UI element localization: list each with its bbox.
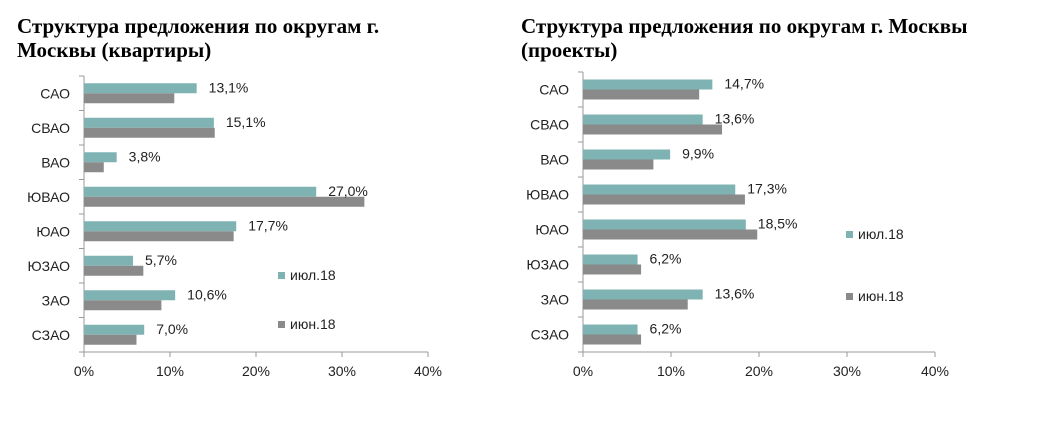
category-label: ЮАО <box>36 223 70 239</box>
category-label: СЗАО <box>531 327 569 343</box>
bar-jun <box>84 231 234 242</box>
data-label: 27,0% <box>328 183 368 199</box>
x-tick-label: 40% <box>414 363 442 379</box>
bar-jun <box>84 265 144 276</box>
bar-jun <box>583 299 688 310</box>
bar-jun <box>583 124 723 135</box>
legend-label: июн.18 <box>290 316 336 332</box>
bar-jul <box>84 152 117 163</box>
x-tick-label: 20% <box>745 363 773 379</box>
data-label: 15,1% <box>226 114 266 130</box>
bar-jun <box>583 264 642 275</box>
chart-title-line: Структура предложения по округам г. Моск… <box>521 14 968 38</box>
x-tick-label: 40% <box>921 363 949 379</box>
bar-jun <box>583 89 700 100</box>
chart-title: Структура предложения по округам г. Моск… <box>521 14 1042 62</box>
chart-panel-projects: Структура предложения по округам г. Моск… <box>521 0 1042 421</box>
category-label: ЮАО <box>535 222 569 238</box>
x-tick-label: 0% <box>573 363 593 379</box>
bar-jul <box>84 290 176 301</box>
x-tick-label: 30% <box>328 363 356 379</box>
bar-jul <box>583 79 713 90</box>
bar-jul <box>583 289 703 300</box>
bar-jul <box>583 114 703 125</box>
data-label: 17,7% <box>248 217 288 233</box>
data-label: 13,6% <box>715 111 755 127</box>
bar-jun <box>84 300 162 311</box>
bar-jul <box>84 117 214 128</box>
bar-jun <box>583 334 642 345</box>
legend-swatch <box>278 321 285 328</box>
category-label: ВАО <box>540 152 569 168</box>
chart-title-line: Москвы (квартиры) <box>17 38 212 62</box>
chart-panel-apartments: Структура предложения по округам г. Моск… <box>17 14 487 379</box>
category-label: САО <box>539 82 569 98</box>
bar-jul <box>583 324 638 335</box>
bar-jun <box>84 196 365 207</box>
bar-jun <box>84 93 175 104</box>
data-label: 13,6% <box>715 286 755 302</box>
data-label: 5,7% <box>145 252 177 268</box>
bar-jul <box>84 255 134 266</box>
chart-title: Структура предложения по округам г. Моск… <box>17 14 487 62</box>
bar-jul <box>84 221 237 232</box>
category-label: СВАО <box>31 120 70 136</box>
data-label: 3,8% <box>129 148 161 164</box>
category-label: СВАО <box>530 117 569 133</box>
bar-jul <box>583 149 671 160</box>
category-label: САО <box>40 85 70 101</box>
x-tick-label: 30% <box>833 363 861 379</box>
data-label: 18,5% <box>758 216 798 232</box>
category-label: ЮВАО <box>526 187 569 203</box>
x-tick-label: 0% <box>74 363 94 379</box>
bar-jun <box>583 229 758 240</box>
bar-jul <box>583 254 638 265</box>
bar-jun <box>583 194 745 205</box>
bar-jun <box>583 159 654 170</box>
bar-jul <box>84 83 197 94</box>
category-label: ЗАО <box>541 292 569 308</box>
bar-jun <box>84 162 104 173</box>
legend-swatch <box>278 272 285 279</box>
chart-title-line: Структура предложения по округам г. <box>17 14 380 38</box>
bar-jul <box>583 184 736 195</box>
chart-title-line: (проекты) <box>521 38 618 62</box>
bar-chart-apartments: 0% 10% 20% 30% 40% САО 13,1% СВАО 15,1% ВАО 3,8% ЮВ… <box>27 75 442 379</box>
legend-swatch <box>846 231 853 238</box>
legend-label: июл.18 <box>858 226 904 242</box>
category-label: ЮЗАО <box>27 258 70 274</box>
category-label: ЮЗАО <box>526 257 569 273</box>
category-label: ВАО <box>41 154 70 170</box>
category-label: СЗАО <box>32 327 70 343</box>
category-label: ЮВАО <box>27 189 70 205</box>
category-label: ЗАО <box>42 292 70 308</box>
bar-jun <box>84 334 137 345</box>
data-label: 9,9% <box>682 146 714 162</box>
data-label: 14,7% <box>724 76 764 92</box>
data-label: 10,6% <box>187 286 227 302</box>
bar-jul <box>84 324 145 335</box>
data-label: 6,2% <box>650 251 682 267</box>
bar-chart-projects: 0% 10% 20% 30% 40% САО 14,7% СВАО 13,6% ВАО 9,9% ЮВ… <box>526 71 949 379</box>
data-label: 13,1% <box>209 79 249 95</box>
x-tick-label: 10% <box>156 363 184 379</box>
legend-label: июн.18 <box>858 288 904 304</box>
data-label: 17,3% <box>747 181 787 197</box>
legend-label: июл.18 <box>290 267 336 283</box>
legend-swatch <box>846 293 853 300</box>
data-label: 6,2% <box>650 321 682 337</box>
bar-jul <box>84 186 317 197</box>
x-tick-label: 10% <box>657 363 685 379</box>
bar-jul <box>583 219 746 230</box>
bar-jun <box>84 127 215 138</box>
x-tick-label: 20% <box>242 363 270 379</box>
data-label: 7,0% <box>156 321 188 337</box>
